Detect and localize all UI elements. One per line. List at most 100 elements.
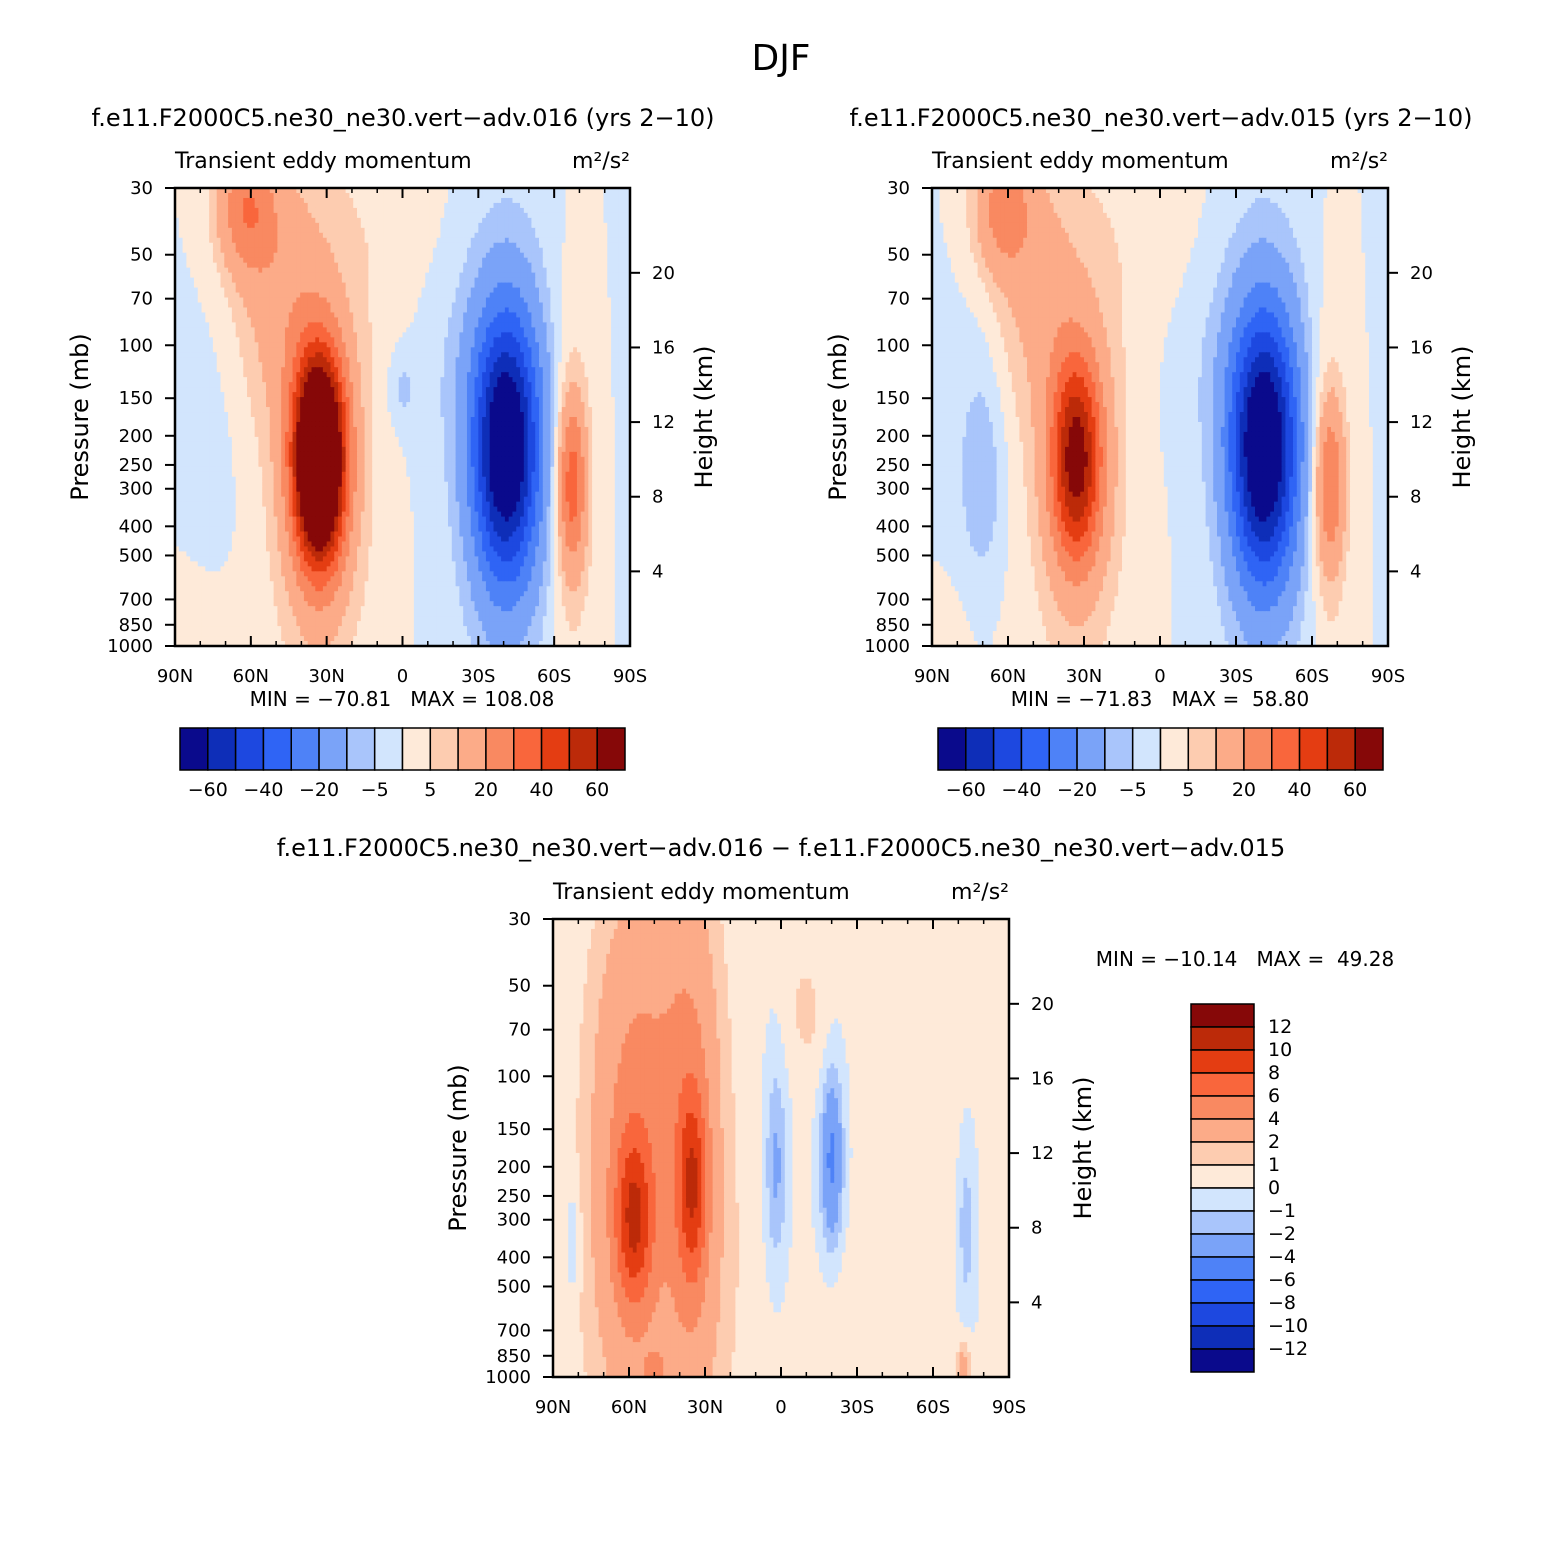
panel-1-cell xyxy=(550,372,555,378)
panel-1-cell xyxy=(353,332,358,338)
panel-1-cell xyxy=(375,367,381,373)
panel-1-cell xyxy=(379,337,385,343)
panel-1-cell xyxy=(250,352,256,358)
panel-1-cell xyxy=(296,392,301,398)
panel-1-cell xyxy=(584,227,589,234)
panel-1-cell xyxy=(338,257,343,264)
panel-1-cell xyxy=(459,382,464,388)
panel-1-cell xyxy=(175,357,180,363)
panel-1-cell xyxy=(228,242,233,249)
panel-1-cell xyxy=(554,372,559,378)
panel-1-cell xyxy=(459,347,464,353)
panel-1-cell xyxy=(436,287,442,294)
panel-1-cell xyxy=(239,202,244,209)
panel-1-cell xyxy=(235,322,241,328)
panel-1-cell xyxy=(349,362,354,368)
panel-1-cell xyxy=(573,337,578,343)
panel-1-cell xyxy=(319,362,324,368)
panel-1-cell xyxy=(478,372,483,378)
panel-1-cell xyxy=(527,307,533,314)
panel-1-cell xyxy=(516,272,521,279)
panel-1-cell xyxy=(527,262,533,269)
panel-1-cell xyxy=(611,387,616,393)
panel-1-cell xyxy=(254,237,260,244)
panel-1-cell xyxy=(212,188,218,194)
panel-1-cell xyxy=(193,188,199,194)
panel-1-cell xyxy=(178,307,184,314)
panel-1-cell xyxy=(315,302,320,309)
panel-1-cell xyxy=(421,367,426,373)
panel-1-cell xyxy=(303,222,309,229)
panel-1-cell xyxy=(360,387,366,393)
panel-1-cell xyxy=(243,302,248,309)
panel-1-cell xyxy=(607,342,612,348)
panel-1-cell xyxy=(197,387,203,393)
panel-1-cell xyxy=(266,297,271,304)
panel-1-cell xyxy=(368,217,373,224)
panel-1-cell xyxy=(573,342,578,348)
panel-1-cell xyxy=(599,387,605,393)
panel-1-cell xyxy=(546,242,551,249)
panel-1-cell xyxy=(345,387,351,393)
panel-1-cell xyxy=(209,342,214,348)
panel-1-cell xyxy=(224,307,229,314)
panel-1-cell xyxy=(542,327,548,333)
panel-1-cell xyxy=(269,297,275,304)
panel-1-cell xyxy=(489,362,495,368)
panel-1-cell xyxy=(599,352,605,358)
panel-1-cell xyxy=(239,287,244,294)
panel-1-cell xyxy=(611,352,616,358)
panel-1-cell xyxy=(607,312,612,319)
panel-1-cell xyxy=(231,332,237,338)
panel-1-cell xyxy=(379,377,385,383)
panel-1-cell xyxy=(523,317,529,324)
panel-1-cell xyxy=(413,227,419,234)
panel-1-cell xyxy=(554,257,559,264)
panel-1-cell xyxy=(542,357,548,363)
panel-1-cell xyxy=(595,362,601,368)
panel-1-cell xyxy=(235,277,241,284)
panel-1-cell xyxy=(429,392,434,398)
panel-1-cell xyxy=(273,197,278,204)
panel-1-cell xyxy=(364,347,369,353)
panel-1-cell xyxy=(220,292,225,299)
panel-1-cell xyxy=(417,197,423,204)
panel-1-cell xyxy=(398,272,404,279)
panel-1-cell xyxy=(394,307,400,314)
panel-1-cell xyxy=(599,207,605,214)
panel-1-cell xyxy=(413,272,419,279)
panel-1-cell xyxy=(599,232,605,239)
panel-1-cell xyxy=(394,277,400,284)
panel-1-cell xyxy=(599,227,605,234)
panel-1-cell xyxy=(190,207,195,214)
panel-1-cell xyxy=(235,307,241,314)
panel-1-cell xyxy=(254,322,260,328)
panel-1-cell xyxy=(330,332,335,338)
panel-1-cell xyxy=(512,352,517,358)
panel-1-cell xyxy=(546,352,551,358)
panel-1-cell xyxy=(322,282,328,289)
panel-1-cell xyxy=(501,277,506,284)
panel-1-cell xyxy=(391,362,396,368)
panel-1-cell xyxy=(266,312,271,319)
panel-1-cell xyxy=(474,257,479,264)
panel-1-cell xyxy=(303,227,309,234)
panel-1-cell xyxy=(576,372,582,378)
panel-1-cell xyxy=(292,382,297,388)
panel-1-cell xyxy=(303,297,309,304)
panel-1-cell xyxy=(444,377,449,383)
panel-1-cell xyxy=(588,242,593,249)
panel-1-cell xyxy=(231,257,237,264)
panel-1-cell xyxy=(326,352,332,358)
panel-1-cell xyxy=(614,387,620,393)
panel-1-cell xyxy=(209,302,214,309)
panel-1-cell xyxy=(573,232,578,239)
panel-1-cell xyxy=(387,307,392,314)
panel-1-cell xyxy=(508,257,514,264)
panel-1-cell xyxy=(493,387,498,393)
panel-1-cell xyxy=(379,222,385,229)
panel-1-cell xyxy=(592,188,597,194)
panel-1-cell xyxy=(546,362,551,368)
panel-1-cell xyxy=(561,342,567,348)
panel-1-cell xyxy=(205,252,210,259)
